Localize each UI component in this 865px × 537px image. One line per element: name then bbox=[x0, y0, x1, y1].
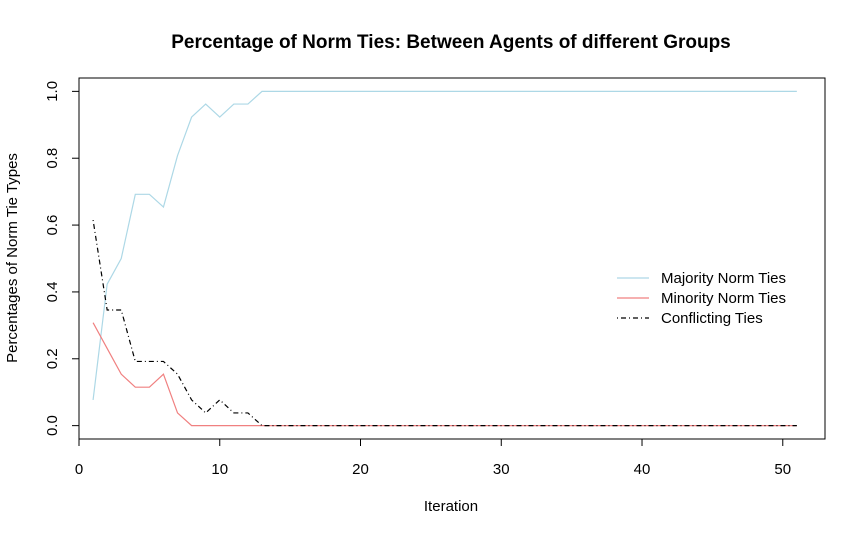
x-tick-label: 50 bbox=[774, 461, 791, 478]
legend-label: Majority Norm Ties bbox=[661, 270, 786, 287]
x-tick-label: 30 bbox=[493, 461, 510, 478]
x-axis-label: Iteration bbox=[424, 498, 478, 515]
series-line-majority-norm-ties bbox=[92, 90, 797, 400]
y-axis-label: Percentages of Norm Tie Types bbox=[4, 153, 21, 363]
legend: Majority Norm Ties Minority Norm Ties Conf… bbox=[617, 270, 786, 327]
x-tick-label: 0 bbox=[75, 461, 83, 478]
y-tick-label: 0.6 bbox=[44, 215, 61, 236]
x-axis: 0 10 20 30 40 50 bbox=[75, 438, 791, 478]
y-tick-label: 0.2 bbox=[44, 348, 61, 369]
legend-label: Conflicting Ties bbox=[661, 310, 763, 327]
x-tick-label: 40 bbox=[634, 461, 651, 478]
y-tick-label: 0.8 bbox=[44, 148, 61, 169]
y-tick-label: 0.0 bbox=[44, 415, 61, 436]
plot-frame bbox=[78, 77, 826, 440]
x-tick-label: 20 bbox=[352, 461, 369, 478]
series-line-conflicting-ties bbox=[92, 219, 797, 427]
y-axis: 0.0 0.2 0.4 0.6 0.8 1.0 bbox=[44, 81, 80, 436]
series-layer bbox=[92, 90, 797, 427]
series-line-minority-norm-ties bbox=[92, 322, 797, 427]
y-tick-label: 1.0 bbox=[44, 81, 61, 102]
x-tick-label: 10 bbox=[211, 461, 228, 478]
y-tick-label: 0.4 bbox=[44, 281, 61, 302]
chart-title: Percentage of Norm Ties: Between Agents … bbox=[171, 32, 731, 53]
legend-label: Minority Norm Ties bbox=[661, 290, 786, 307]
